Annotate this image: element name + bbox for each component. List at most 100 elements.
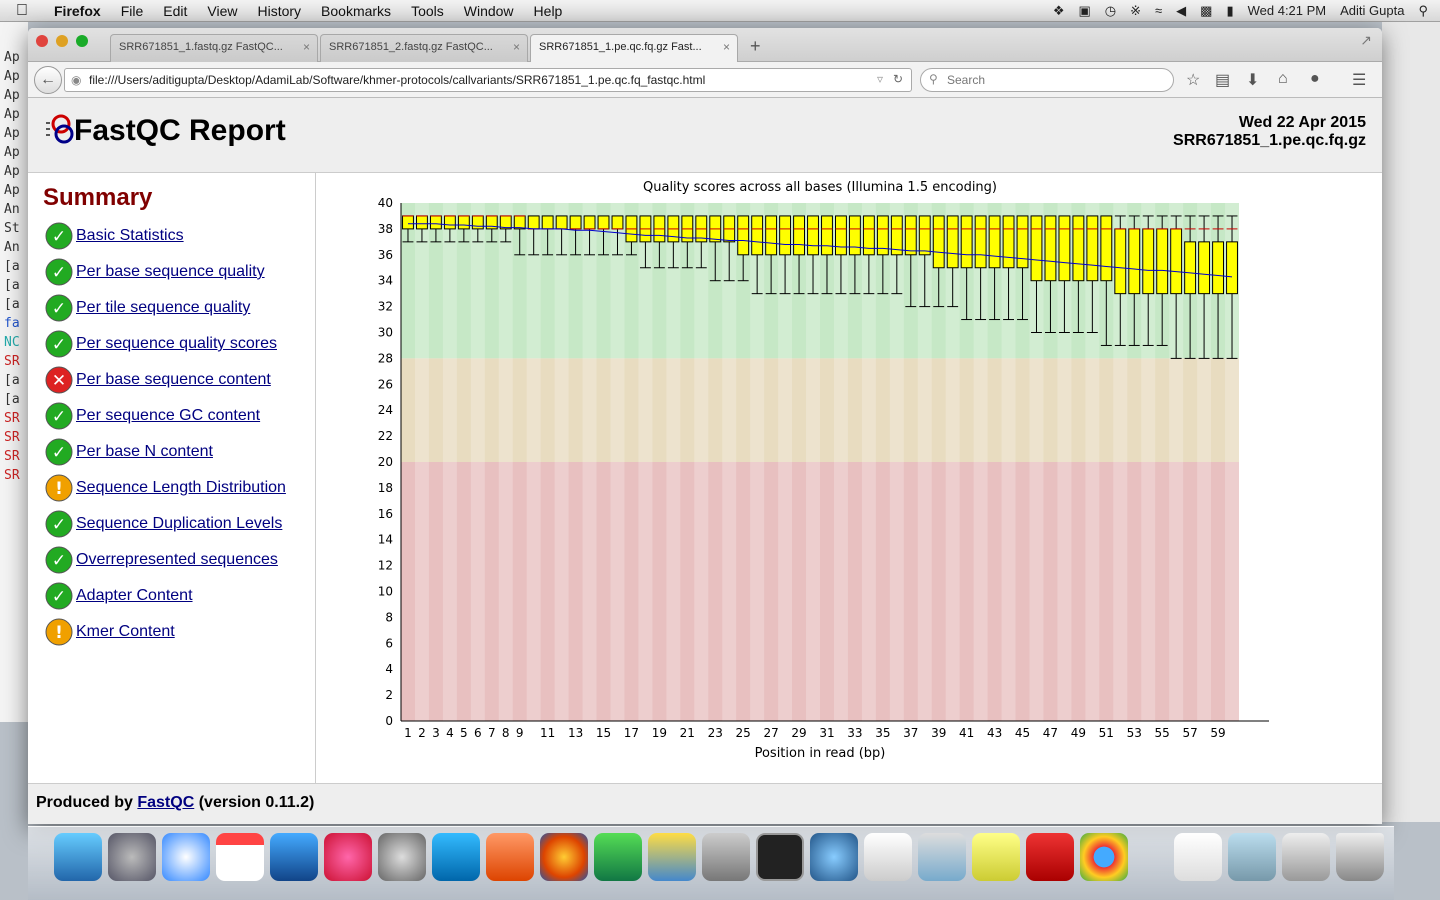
- calendar-icon[interactable]: [216, 833, 264, 881]
- excel-icon[interactable]: [594, 833, 642, 881]
- bookmark-star-icon[interactable]: ☆: [1186, 72, 1201, 89]
- menu-view[interactable]: View: [207, 2, 238, 19]
- module-link[interactable]: Per base N content: [76, 443, 213, 460]
- url-bar[interactable]: ◉ file:///Users/aditigupta/Desktop/Adami…: [64, 68, 912, 92]
- dropdown-arrow-icon[interactable]: ▿: [876, 72, 883, 86]
- minimize-window-button[interactable]: [56, 35, 68, 47]
- column-stripe: [833, 203, 848, 721]
- bookmarks-list-icon[interactable]: ▤: [1215, 72, 1231, 89]
- fullscreen-icon[interactable]: ↗: [1360, 32, 1372, 48]
- x-tick-label: 19: [652, 726, 667, 740]
- downloads-icon[interactable]: ⬇: [1246, 72, 1260, 89]
- spotlight-icon[interactable]: ⚲: [1418, 2, 1428, 18]
- menu-help[interactable]: Help: [533, 2, 563, 19]
- menu-file[interactable]: File: [120, 2, 144, 19]
- svg-text:✕: ✕: [52, 371, 66, 391]
- wifi-icon[interactable]: ≈: [1155, 3, 1163, 18]
- zoom-window-button[interactable]: [76, 35, 88, 47]
- y-tick-label: 16: [378, 507, 393, 521]
- module-link[interactable]: Adapter Content: [76, 587, 193, 604]
- citeulike-icon[interactable]: [972, 833, 1020, 881]
- home-icon[interactable]: ⌂: [1278, 70, 1288, 87]
- textwrangler-icon[interactable]: [648, 833, 696, 881]
- close-window-button[interactable]: [36, 35, 48, 47]
- menu-app-name[interactable]: Firefox: [54, 2, 101, 19]
- launchpad-icon[interactable]: [108, 833, 156, 881]
- reload-icon[interactable]: ↻: [892, 72, 903, 86]
- close-tab-icon[interactable]: ×: [512, 40, 520, 54]
- display-icon[interactable]: ▣: [1078, 2, 1091, 18]
- module-link[interactable]: Per sequence GC content: [76, 407, 261, 424]
- preview-icon[interactable]: [864, 833, 912, 881]
- pass-status-icon: ✓: [44, 545, 74, 575]
- battery-icon[interactable]: ▮: [1226, 2, 1234, 18]
- module-link[interactable]: Per base sequence content: [76, 371, 271, 388]
- tab-1[interactable]: SRR671851_1.fastq.gz FastQC... ×: [110, 34, 318, 62]
- module-link[interactable]: Kmer Content: [76, 623, 175, 640]
- powerpoint-icon[interactable]: [486, 833, 534, 881]
- terminal-line: SR: [4, 449, 20, 464]
- terminal-icon[interactable]: [756, 833, 804, 881]
- chat-icon[interactable]: ●: [1310, 70, 1320, 87]
- zone-ok: [401, 358, 1239, 462]
- y-tick-label: 12: [378, 559, 393, 573]
- firefox-icon[interactable]: [540, 833, 588, 881]
- menu-window[interactable]: Window: [463, 2, 514, 19]
- x-tick-label: 59: [1210, 726, 1225, 740]
- safari-icon[interactable]: [162, 833, 210, 881]
- x-tick-label: 9: [516, 726, 524, 740]
- module-link[interactable]: Sequence Duplication Levels: [76, 515, 283, 532]
- back-button[interactable]: ←: [34, 66, 62, 94]
- system-preferences-icon[interactable]: [378, 833, 426, 881]
- word-icon[interactable]: [432, 833, 480, 881]
- clock[interactable]: Wed 4:21 PM: [1247, 3, 1327, 18]
- menu-tools[interactable]: Tools: [411, 2, 444, 19]
- xcode-icon[interactable]: [270, 833, 318, 881]
- terminal-line: SR: [4, 411, 20, 426]
- apple-menu-icon[interactable]: : [0, 2, 44, 20]
- dropbox-icon[interactable]: ❖: [1052, 2, 1065, 18]
- menu-bookmarks[interactable]: Bookmarks: [321, 2, 392, 19]
- module-link[interactable]: Sequence Length Distribution: [76, 479, 286, 496]
- iqr-box: [541, 215, 554, 230]
- module-link[interactable]: Basic Statistics: [76, 227, 184, 244]
- bluetooth-icon[interactable]: ※: [1130, 2, 1142, 18]
- input-source-icon[interactable]: ▩: [1200, 2, 1213, 18]
- fastqc-link[interactable]: FastQC: [137, 794, 195, 811]
- remote-desktop-icon[interactable]: [918, 833, 966, 881]
- folder-icon[interactable]: [1228, 833, 1276, 881]
- tab-3-active[interactable]: SRR671851_1.pe.qc.fq.gz Fast... ×: [530, 34, 738, 63]
- module-link[interactable]: Per sequence quality scores: [76, 335, 277, 352]
- chrome-icon[interactable]: [1080, 833, 1128, 881]
- user-name[interactable]: Aditi Gupta: [1340, 3, 1405, 18]
- search-input[interactable]: ⚲ Search: [920, 68, 1174, 92]
- trash-icon[interactable]: [1336, 833, 1384, 881]
- time-machine-icon[interactable]: ◷: [1104, 2, 1117, 18]
- module-link[interactable]: Per tile sequence quality: [76, 299, 251, 316]
- volume-icon[interactable]: ◀: [1176, 2, 1187, 18]
- mean-line: [407, 223, 1233, 278]
- menu-history[interactable]: History: [257, 2, 302, 19]
- close-tab-icon[interactable]: ×: [722, 40, 730, 54]
- finder-icon[interactable]: [54, 833, 102, 881]
- new-tab-button[interactable]: +: [750, 36, 761, 56]
- terminal-line: SR: [4, 354, 20, 369]
- column-stripe: [526, 203, 541, 721]
- summary-panel: Summary ✓ Basic Statistics ✓ Per base seque…: [28, 173, 316, 783]
- iqr-box: [890, 215, 903, 256]
- module-link[interactable]: Overrepresented sequences: [76, 551, 278, 568]
- pass-status-icon: ✓: [44, 257, 74, 287]
- module-link[interactable]: Per base sequence quality: [76, 263, 265, 280]
- latexit-icon[interactable]: [702, 833, 750, 881]
- downloads-stack-icon[interactable]: [1282, 833, 1330, 881]
- menu-icon[interactable]: ☰: [1352, 72, 1367, 89]
- network-icon[interactable]: [810, 833, 858, 881]
- acrobat-icon[interactable]: [1026, 833, 1074, 881]
- menu-edit[interactable]: Edit: [163, 2, 188, 19]
- itunes-icon[interactable]: [324, 833, 372, 881]
- tab-2[interactable]: SRR671851_2.fastq.gz FastQC... ×: [320, 34, 528, 62]
- document-icon[interactable]: [1174, 833, 1222, 881]
- svg-text:✓: ✓: [52, 407, 66, 427]
- svg-text:✓: ✓: [52, 587, 66, 607]
- close-tab-icon[interactable]: ×: [302, 40, 310, 54]
